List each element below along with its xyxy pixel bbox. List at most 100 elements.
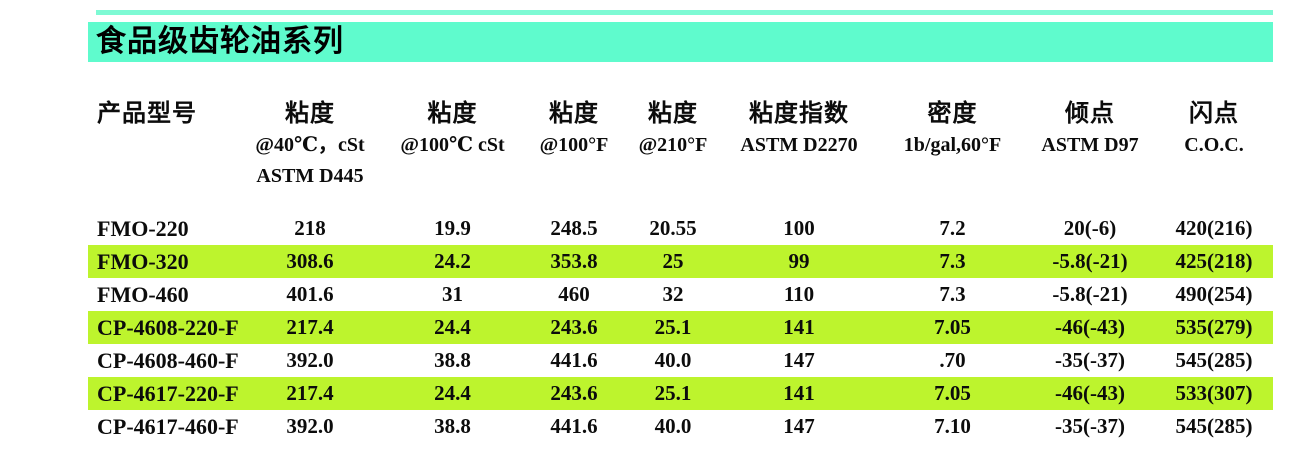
table-cell: -35(-37): [1055, 414, 1125, 438]
table-cell: 141: [783, 315, 815, 339]
table-row: FMO-320 308.6 24.2 353.8 25 99 7.3 -5.8(-21) 425…: [88, 245, 1273, 278]
table-cell: 217.4: [286, 381, 334, 405]
table-cell: 7.3: [939, 282, 966, 306]
table-cell: 40.0: [654, 348, 692, 372]
table-body: FMO-220 218 19.9 248.5 20.55 100 7.2 20(-6) 420(…: [88, 212, 1273, 443]
table-row: CP-4608-220-F 217.4 24.4 243.6 25.1 141 7.05 -4…: [88, 311, 1273, 344]
table-cell: 38.8: [434, 348, 471, 372]
column-header-line2: 1b/gal,60°F: [903, 134, 1002, 156]
column-header-line1: 粘度: [648, 101, 698, 127]
table-cell: 425(218): [1175, 249, 1253, 273]
table-cell: 32: [662, 282, 684, 306]
table-cell: .70: [939, 348, 966, 372]
table-cell: 353.8: [550, 249, 598, 273]
table-header-row: 产品型号 粘度 @40℃，cSt ASTM D445 粘度 @100℃ cSt …: [88, 98, 1273, 191]
table-cell: 7.10: [934, 414, 971, 438]
table-cell: 308.6: [286, 249, 334, 273]
column-header-line1: 倾点: [1065, 101, 1115, 127]
table-cell: 441.6: [550, 414, 598, 438]
table-cell: 141: [783, 381, 815, 405]
table-cell: 420(216): [1175, 216, 1253, 240]
table-cell: 217.4: [286, 315, 334, 339]
column-header-product: 产品型号: [88, 98, 235, 192]
table-cell: 20(-6): [1063, 216, 1117, 240]
column-header-line1: 粘度: [285, 101, 335, 127]
table-cell: CP-4608-220-F: [97, 314, 239, 340]
column-header-viscosity-210f: 粘度 @210°F: [628, 98, 718, 192]
table-cell: 243.6: [550, 381, 598, 405]
column-header-line2: ASTM D97: [1041, 134, 1139, 156]
table-cell: 38.8: [434, 414, 471, 438]
table-cell: 392.0: [286, 348, 334, 372]
table-cell: -5.8(-21): [1052, 249, 1128, 273]
table-cell: 25.1: [654, 381, 692, 405]
column-header-line2: @210°F: [638, 134, 708, 156]
table-row: CP-4617-460-F 392.0 38.8 441.6 40.0 147 7.10 -3…: [88, 410, 1273, 443]
column-header-line1: 密度: [927, 101, 978, 127]
table-row: FMO-460 401.6 31 460 32 110 7.3 -5.8(-21) 490(25…: [88, 278, 1273, 311]
column-header-line2: C.O.C.: [1184, 134, 1244, 156]
table-cell: FMO-320: [97, 248, 189, 274]
table-row: FMO-220 218 19.9 248.5 20.55 100 7.2 20(-6) 420(…: [88, 212, 1273, 245]
column-header-line3: ASTM D445: [256, 165, 364, 187]
table-cell: -5.8(-21): [1052, 282, 1128, 306]
title-banner: 食品级齿轮油系列: [88, 22, 1273, 62]
table-cell: 20.55: [649, 216, 697, 240]
table-cell: 24.2: [434, 249, 471, 273]
table-cell: 545(285): [1175, 348, 1253, 372]
table-cell: 110: [783, 282, 815, 306]
table-cell: 24.4: [434, 381, 471, 405]
table-cell: CP-4617-460-F: [97, 413, 239, 439]
table-cell: 25.1: [654, 315, 692, 339]
table-cell: CP-4617-220-F: [97, 380, 239, 406]
table-cell: 533(307): [1175, 381, 1253, 405]
column-header-density: 密度 1b/gal,60°F: [880, 98, 1025, 192]
column-header-viscosity-100f: 粘度 @100°F: [520, 98, 628, 192]
column-header-pour-point: 倾点 ASTM D97: [1025, 98, 1155, 192]
table-cell: 392.0: [286, 414, 334, 438]
table-cell: 401.6: [286, 282, 334, 306]
column-header-line2: @40℃，cSt: [255, 134, 365, 156]
column-header-line1: 闪点: [1189, 101, 1239, 127]
table-row: CP-4617-220-F 217.4 24.4 243.6 25.1 141 7.05 -4…: [88, 377, 1273, 410]
table-cell: 19.9: [434, 216, 471, 240]
table-cell: 25: [662, 249, 684, 273]
table-cell: 441.6: [550, 348, 598, 372]
table-cell: 7.2: [939, 216, 966, 240]
table-cell: -35(-37): [1055, 348, 1125, 372]
table-cell: 147: [783, 414, 815, 438]
column-header-line1: 粘度: [549, 101, 599, 127]
column-header-line2: @100°F: [539, 134, 609, 156]
table-cell: 7.05: [934, 315, 971, 339]
column-header-line1: 粘度: [427, 101, 478, 127]
table-cell: 545(285): [1175, 414, 1253, 438]
table-cell: 248.5: [550, 216, 598, 240]
table-cell: 99: [788, 249, 810, 273]
column-header-viscosity-40c: 粘度 @40℃，cSt ASTM D445: [235, 98, 385, 192]
table-cell: 535(279): [1175, 315, 1253, 339]
table-cell: 7.3: [939, 249, 966, 273]
spec-table: 产品型号 粘度 @40℃，cSt ASTM D445 粘度 @100℃ cSt …: [88, 98, 1273, 443]
table-cell: 490(254): [1175, 282, 1253, 306]
table-row: CP-4608-460-F 392.0 38.8 441.6 40.0 147 .70 -35…: [88, 344, 1273, 377]
column-header-viscosity-index: 粘度指数 ASTM D2270: [718, 98, 880, 192]
column-header-line2: @100℃ cSt: [400, 134, 505, 156]
table-cell: -46(-43): [1055, 315, 1125, 339]
table-cell: 100: [783, 216, 815, 240]
column-header-flash-point: 闪点 C.O.C.: [1155, 98, 1273, 192]
table-cell: CP-4608-460-F: [97, 347, 239, 373]
table-cell: 24.4: [434, 315, 471, 339]
table-cell: 147: [783, 348, 815, 372]
table-cell: 243.6: [550, 315, 598, 339]
column-header-viscosity-100c: 粘度 @100℃ cSt: [385, 98, 520, 192]
column-header-line1: 粘度指数: [749, 101, 849, 127]
table-cell: -46(-43): [1055, 381, 1125, 405]
column-header-line2: ASTM D2270: [740, 134, 858, 156]
table-cell: 460: [558, 282, 590, 306]
table-cell: FMO-460: [97, 281, 189, 307]
table-cell: 7.05: [934, 381, 971, 405]
table-cell: 31: [442, 282, 463, 306]
top-accent-strip: [96, 10, 1273, 15]
table-cell: 218: [294, 216, 326, 240]
